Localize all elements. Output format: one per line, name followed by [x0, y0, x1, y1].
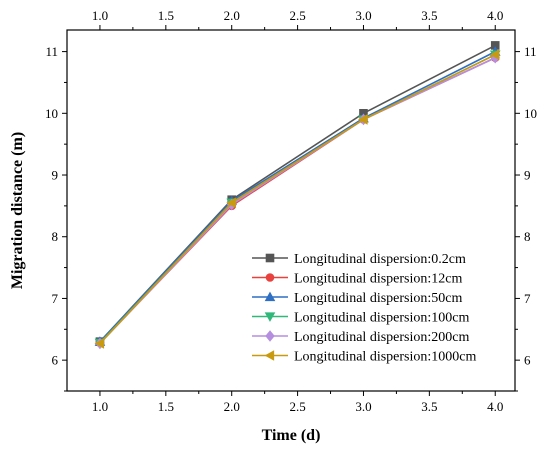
y-tick-label-right: 7: [524, 291, 531, 306]
x-tick-label-top: 2.0: [224, 8, 240, 23]
y-axis-title: Migration distance (m): [9, 132, 26, 289]
y-tick-label: 9: [52, 168, 59, 183]
legend-item: Longitudinal dispersion:50cm: [252, 291, 462, 306]
y-tick-label: 11: [45, 44, 58, 59]
x-tick-label: 3.5: [421, 399, 437, 414]
x-tick-label-top: 1.5: [158, 8, 174, 23]
x-tick-label: 2.5: [289, 399, 305, 414]
series-line: [99, 50, 496, 343]
y-tick-label: 10: [45, 106, 58, 121]
x-tick-label: 2.0: [224, 399, 240, 414]
data-point: [489, 49, 500, 60]
data-point: [226, 197, 236, 209]
legend-label: Longitudinal dispersion:200cm: [294, 330, 469, 345]
legend-marker: [265, 330, 275, 342]
legend-label: Longitudinal dispersion:50cm: [294, 291, 462, 306]
legend: Longitudinal dispersion:0.2cm Longitudina…: [252, 252, 476, 365]
data-point: [94, 338, 105, 349]
legend-label: Longitudinal dispersion:100cm: [294, 311, 469, 326]
data-point: [358, 114, 368, 125]
legend-item: Longitudinal dispersion:12cm: [252, 272, 462, 287]
legend-marker: [264, 350, 275, 361]
series-line: [99, 53, 496, 345]
legend-label: Longitudinal dispersion:12cm: [294, 272, 462, 287]
legend-marker: [265, 273, 275, 282]
x-tick-label: 4.0: [487, 399, 503, 414]
x-tick-label: 1.5: [158, 399, 174, 414]
x-tick-label-top: 3.0: [355, 8, 371, 23]
legend-item: Longitudinal dispersion:200cm: [252, 330, 469, 345]
legend-item: Longitudinal dispersion:1000cm: [252, 350, 476, 365]
x-tick-label: 3.0: [355, 399, 371, 414]
legend-item: Longitudinal dispersion:0.2cm: [252, 252, 466, 267]
legend-label: Longitudinal dispersion:0.2cm: [294, 252, 466, 267]
axis-ticks: 1.0 1.0 1.5 1.5 2.0 2.0 2.5 2.5 3.0 3.0 3.5 3.5 4.0 4…: [45, 8, 537, 414]
y-tick-label: 7: [52, 291, 59, 306]
legend-marker: [264, 291, 276, 302]
x-tick-label-top: 3.5: [421, 8, 437, 23]
x-tick-label-top: 2.5: [289, 8, 305, 23]
x-tick-label-top: 4.0: [487, 8, 503, 23]
y-tick-label-right: 10: [524, 106, 537, 121]
legend-item: Longitudinal dispersion:100cm: [252, 311, 469, 326]
legend-label: Longitudinal dispersion:1000cm: [294, 350, 476, 365]
y-tick-label-right: 6: [524, 353, 531, 368]
y-tick-label: 6: [52, 353, 59, 368]
x-axis-title: Time (d): [262, 427, 321, 444]
y-tick-label-right: 9: [524, 168, 531, 183]
y-tick-label-right: 8: [524, 229, 531, 244]
x-tick-label-top: 1.0: [92, 8, 108, 23]
y-tick-label: 8: [52, 229, 59, 244]
legend-marker: [265, 253, 275, 263]
series-group: [94, 41, 501, 350]
series: [94, 49, 500, 349]
plot-frame: [66, 29, 516, 392]
y-tick-label-right: 11: [524, 44, 537, 59]
legend-marker: [264, 312, 276, 322]
x-tick-label: 1.0: [92, 399, 108, 414]
